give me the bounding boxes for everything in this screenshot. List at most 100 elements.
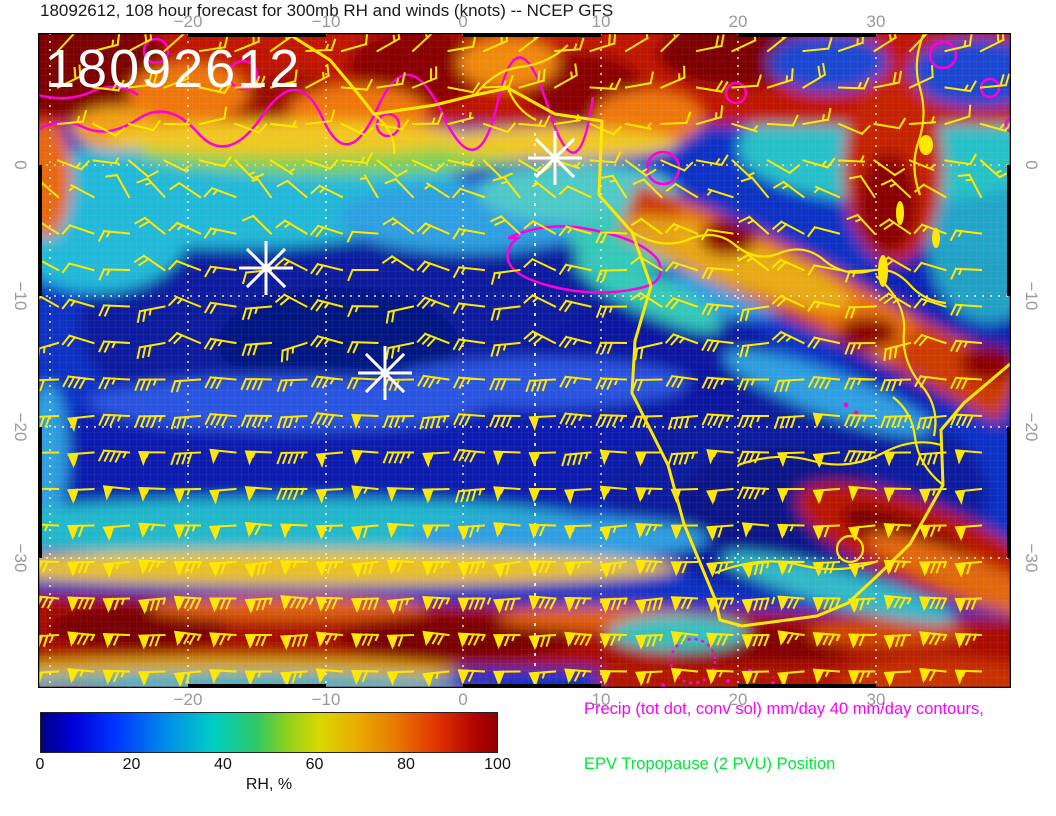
- wind-barb: [457, 597, 492, 613]
- wind-barb: [168, 221, 202, 235]
- lon-tick-bottom: −10: [311, 690, 341, 709]
- station-markers: [239, 131, 582, 400]
- wind-barb: [315, 596, 344, 612]
- wind-barb: [553, 63, 579, 89]
- wind-barb: [493, 522, 521, 538]
- wind-barb: [908, 65, 934, 89]
- wind-barb: [670, 596, 699, 612]
- wind-barb: [916, 451, 947, 466]
- wind-barb: [138, 597, 167, 615]
- wind-barb: [203, 186, 237, 199]
- wind-barb: [173, 630, 202, 647]
- colorbar-tick: 40: [214, 756, 232, 773]
- wind-barb: [167, 331, 202, 345]
- asterisk-marker: [358, 346, 412, 400]
- wind-barb: [954, 632, 983, 649]
- wind-barb: [908, 159, 936, 172]
- wind-barb: [452, 302, 486, 315]
- wind-barb: [731, 159, 755, 179]
- wind-barb: [203, 227, 237, 239]
- wind-barb: [416, 260, 450, 273]
- wind-barb: [878, 218, 912, 235]
- wind-barb: [305, 109, 336, 126]
- rh-colorbar: [40, 712, 498, 753]
- wind-barb: [280, 670, 308, 687]
- wind-barb: [274, 293, 308, 308]
- wind-barb: [635, 670, 663, 687]
- wind-barb: [209, 669, 237, 685]
- wind-barb: [706, 487, 734, 505]
- wind-barb: [558, 225, 592, 237]
- wind-barb: [701, 338, 734, 353]
- wind-barb: [173, 487, 202, 504]
- wind-barb: [384, 177, 415, 199]
- lesotho-outline: [835, 534, 865, 564]
- wind-barb: [234, 75, 266, 89]
- wind-barb: [873, 33, 897, 53]
- asterisk-marker: [528, 131, 582, 185]
- wind-barb: [665, 182, 699, 199]
- wind-barb: [523, 330, 557, 345]
- wind-barb: [954, 560, 983, 578]
- wind-barb: [386, 559, 415, 575]
- wind-barb: [528, 595, 557, 611]
- wind-barb: [493, 670, 521, 686]
- wind-barb: [280, 595, 314, 611]
- wind-barb: [919, 560, 948, 577]
- wind-barb: [667, 451, 699, 466]
- wind-barb: [98, 413, 131, 427]
- wind-barb: [489, 414, 521, 428]
- wind-barb: [422, 487, 450, 504]
- wind-barb: [695, 154, 729, 167]
- wind-barb: [695, 34, 725, 53]
- wind-barb: [883, 559, 912, 576]
- wind-barb: [518, 68, 546, 89]
- wind-barb: [766, 68, 794, 89]
- wind-barb: [739, 305, 770, 322]
- wind-barb: [812, 524, 841, 541]
- wind-barb: [954, 524, 983, 541]
- wind-barb: [386, 597, 415, 615]
- wind-barb: [209, 597, 237, 613]
- wind-barb: [67, 414, 95, 433]
- wind-barb: [695, 105, 724, 126]
- asterisk-marker: [239, 241, 293, 295]
- wind-barb: [883, 341, 912, 362]
- wind-barb: [737, 450, 770, 464]
- wind-barb: [411, 66, 438, 89]
- legend-precip: Precip (tot dot, conv sol) mm/day 40 mm/…: [584, 700, 984, 718]
- wind-barb: [599, 524, 628, 542]
- wind-barb: [950, 267, 983, 280]
- lat-tick-left: 0: [11, 160, 30, 170]
- wind-barb: [411, 33, 433, 53]
- wind-barb: [315, 631, 344, 647]
- wind-barb: [422, 630, 450, 647]
- lon-tick-bottom: −20: [173, 690, 203, 709]
- wind-barb: [309, 334, 344, 348]
- wind-barb: [102, 597, 131, 614]
- wind-barb: [883, 523, 912, 539]
- wind-barb: [848, 633, 876, 649]
- wind-barb: [482, 122, 517, 134]
- colorbar-title: RH, %: [245, 776, 293, 793]
- wind-barb: [493, 450, 521, 466]
- wind-barb: [599, 597, 628, 614]
- wind-barb: [452, 266, 486, 279]
- wind-barb: [739, 341, 770, 358]
- wind-barb: [411, 112, 444, 126]
- wind-barb: [631, 414, 663, 429]
- wind-barb: [919, 524, 947, 540]
- wind-barb: [701, 266, 734, 280]
- wind-barb: [812, 451, 841, 469]
- wind-barb: [422, 670, 450, 688]
- wind-barb: [61, 223, 95, 235]
- wind-barb: [844, 341, 876, 355]
- wind-barb: [559, 375, 592, 389]
- legend-epv: EPV Tropopause (2 PVU) Position: [584, 755, 836, 773]
- wind-barb: [489, 377, 521, 391]
- wind-barb: [595, 377, 628, 391]
- colorbar-tick: 80: [397, 756, 415, 773]
- wind-barb: [56, 110, 88, 126]
- wind-barb: [422, 560, 450, 577]
- wind-barb: [482, 74, 514, 89]
